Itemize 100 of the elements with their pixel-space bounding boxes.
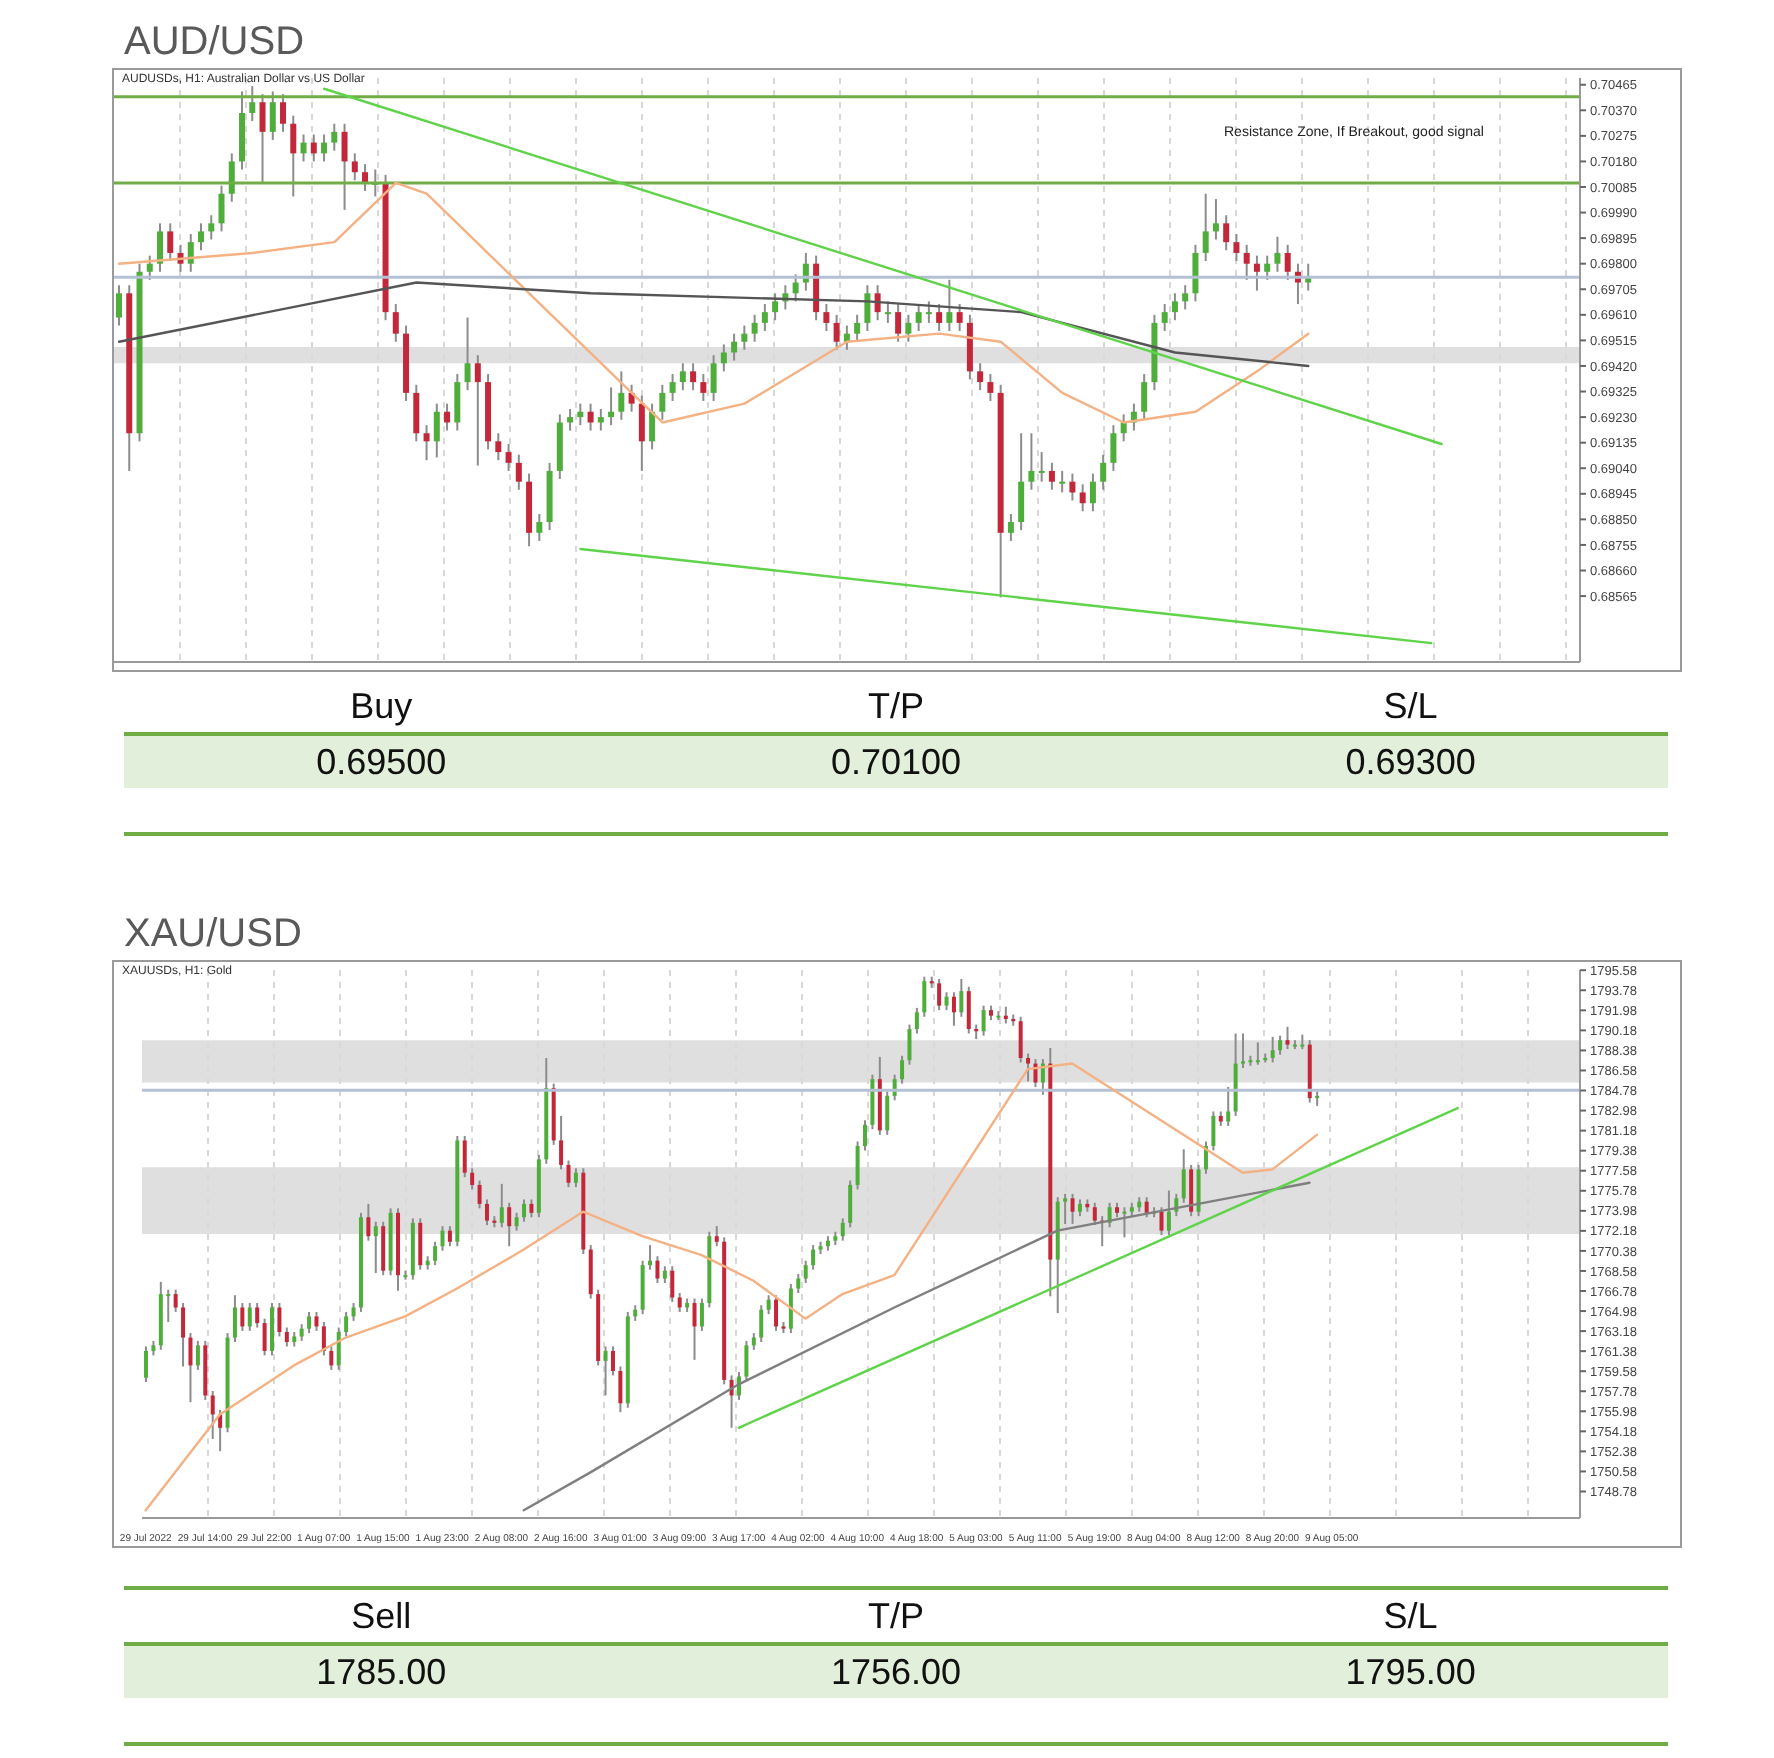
text: 1785.00: [314, 1650, 449, 1696]
candlestick: [228, 152, 235, 203]
candlestick: [440, 1225, 445, 1252]
candlestick: [249, 85, 256, 123]
candlestick: [669, 373, 676, 402]
candlestick: [470, 1167, 475, 1191]
candlestick: [610, 1345, 615, 1377]
candlestick: [447, 1225, 452, 1248]
candlestick: [198, 222, 205, 252]
candlestick: [484, 1198, 489, 1227]
candlestick: [566, 1159, 571, 1189]
candlestick: [381, 1220, 386, 1277]
candlestick: [444, 402, 451, 432]
candlestick: [766, 1294, 771, 1316]
candlestick: [321, 1320, 326, 1357]
candlestick: [649, 402, 656, 451]
candlestick: [331, 122, 338, 152]
candlestick: [670, 1265, 675, 1303]
candlestick: [840, 1217, 845, 1242]
candlestick: [884, 300, 891, 324]
candlestick: [864, 284, 871, 332]
candlestick: [188, 1332, 193, 1404]
candlestick: [618, 370, 625, 421]
candlestick: [1141, 373, 1148, 421]
candlestick: [855, 1140, 860, 1191]
candlestick: [1069, 472, 1076, 502]
candlestick: [744, 1339, 749, 1382]
candlestick: [833, 313, 840, 351]
candlestick: [922, 975, 927, 1018]
candlestick: [1253, 254, 1260, 292]
category-label: Buy: [348, 684, 415, 730]
candlestick: [195, 1339, 200, 1371]
candlestick: [167, 222, 174, 262]
text: 1756.00: [828, 1650, 964, 1696]
candlestick: [690, 362, 697, 392]
category-label: S/L: [1381, 684, 1440, 730]
candlestick: [240, 1302, 245, 1332]
candlestick: [269, 90, 276, 141]
candlestick: [1079, 483, 1086, 513]
candlestick: [1159, 1206, 1164, 1237]
category-label: Sell: [349, 1594, 414, 1640]
candlestick: [464, 316, 471, 392]
candlestick: [677, 1292, 682, 1313]
candlestick: [987, 373, 994, 402]
candlestick: [1264, 254, 1271, 281]
candlestick: [803, 1259, 808, 1284]
candlestick: [1212, 198, 1219, 241]
candlestick: [1255, 1041, 1260, 1066]
candlestick: [1202, 192, 1209, 262]
candlestick: [951, 991, 956, 1027]
candlestick: [336, 1326, 341, 1371]
candlestick: [1285, 1025, 1290, 1051]
candlestick: [925, 300, 932, 324]
candlestick: [280, 93, 287, 133]
candlestick: [1270, 1035, 1275, 1064]
candlestick: [277, 1302, 282, 1338]
candlestick: [1211, 1110, 1216, 1152]
candlestick: [1122, 1206, 1127, 1239]
candlestick: [232, 1294, 237, 1344]
candlestick: [1284, 243, 1291, 281]
candlestick: [559, 1114, 564, 1171]
candlestick: [1059, 469, 1066, 494]
candlestick: [870, 1073, 875, 1131]
chart-title: AUD/USD: [124, 18, 307, 68]
candlestick: [1233, 233, 1240, 262]
candlestick: [522, 1198, 527, 1223]
candlestick: [1196, 1163, 1201, 1218]
candlestick: [300, 133, 307, 163]
category-label: T/P: [865, 1594, 926, 1640]
candlestick: [905, 313, 912, 343]
candlestick: [433, 402, 440, 459]
candlestick: [1028, 432, 1035, 491]
candlestick: [597, 408, 604, 432]
candlestick: [710, 354, 717, 402]
candlestick: [1181, 1148, 1186, 1204]
candlestick: [608, 386, 615, 427]
candlestick: [655, 1255, 660, 1284]
candlestick: [515, 453, 522, 491]
candlestick: [1223, 214, 1230, 252]
candlestick: [956, 303, 963, 332]
candlestick: [507, 1201, 512, 1248]
candlestick: [499, 1182, 504, 1229]
candlestick: [1243, 243, 1250, 281]
candlestick: [936, 303, 943, 332]
candlestick: [914, 1006, 919, 1035]
candlestick: [181, 1302, 186, 1368]
candlestick: [792, 273, 799, 303]
candlestick: [373, 1220, 378, 1274]
candlestick: [144, 1345, 148, 1384]
candlestick: [413, 383, 420, 443]
candlestick: [966, 985, 971, 1035]
candlestick: [854, 313, 861, 343]
candlestick: [392, 303, 399, 343]
candlestick: [1192, 243, 1199, 303]
candlestick: [885, 1090, 890, 1136]
candlestick: [187, 233, 194, 273]
candlestick: [218, 184, 225, 233]
candlestick: [699, 1297, 704, 1332]
candlestick: [907, 1023, 912, 1066]
candlestick: [946, 278, 953, 332]
